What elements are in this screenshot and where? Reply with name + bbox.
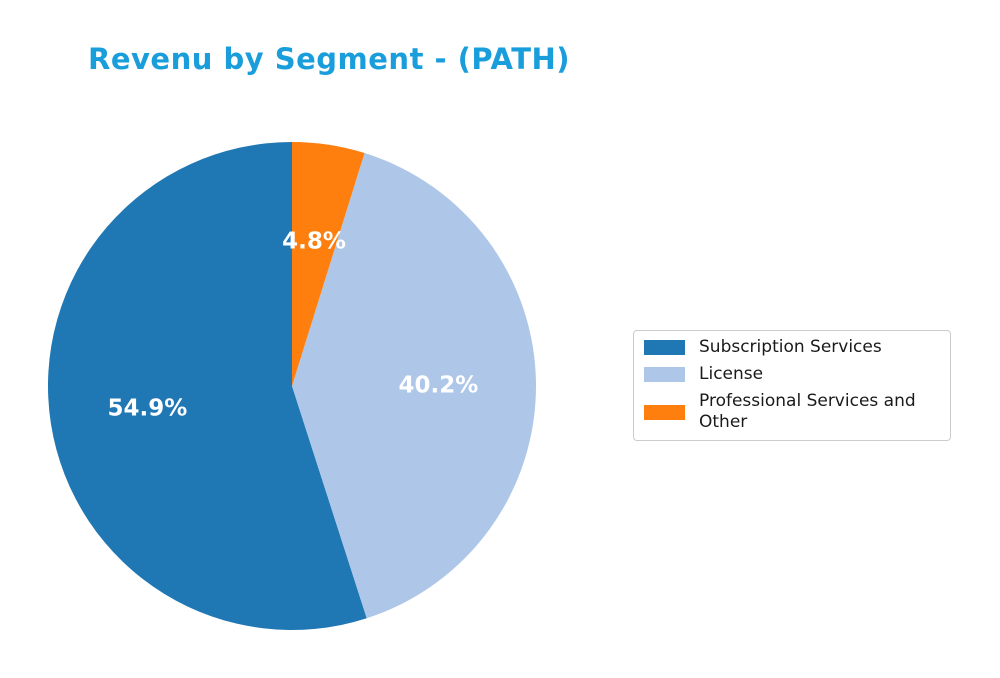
pie-slice-subscription-services <box>47 142 367 631</box>
legend-label-license: License <box>699 364 764 384</box>
pct-label-subscription-services: 54.9% <box>108 396 188 422</box>
pct-label-professional-services-and-other: 4.8% <box>282 228 346 254</box>
legend-label-subscription-services: Subscription Services <box>699 337 882 357</box>
pie-slice-license <box>292 153 537 619</box>
legend-swatch-license <box>644 367 685 382</box>
pct-label-license: 40.2% <box>399 372 479 398</box>
chart-title: Revenu by Segment - (PATH) <box>88 42 570 76</box>
legend-item-subscription-services: Subscription Services <box>644 337 939 358</box>
legend-label-professional-services-and-other: Professional Services and Other <box>699 391 916 432</box>
legend-swatch-professional-services-and-other <box>644 404 685 420</box>
legend: Subscription Services License Professional… <box>633 330 951 441</box>
legend-item-professional-services-and-other: Professional Services and Other <box>644 391 939 433</box>
pie-slice-professional-services-and-other <box>292 141 365 386</box>
legend-item-license: License <box>644 364 939 385</box>
legend-swatch-subscription-services <box>644 340 685 355</box>
